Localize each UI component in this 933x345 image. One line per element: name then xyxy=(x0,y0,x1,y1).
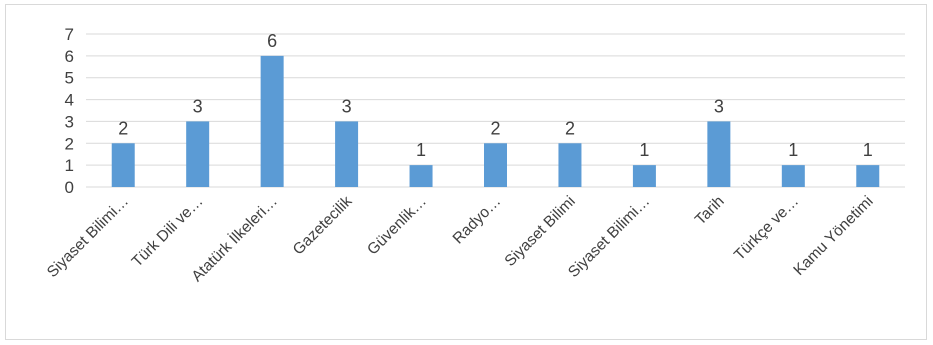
y-axis-ticks: 0 1 2 3 4 5 6 7 xyxy=(65,25,74,197)
y-tick-label: 7 xyxy=(65,25,74,44)
data-label: 2 xyxy=(565,118,575,138)
bar xyxy=(335,121,359,187)
x-tick-label: Kamu Yönetimi xyxy=(790,193,876,279)
bar xyxy=(484,143,507,187)
data-labels: 2 3 6 3 1 2 2 1 3 1 1 xyxy=(118,31,873,160)
data-label: 3 xyxy=(193,96,203,116)
bar xyxy=(781,165,805,187)
x-tick-label: Siyaset Bilimi… xyxy=(44,193,132,281)
bar xyxy=(260,55,284,187)
y-tick-label: 3 xyxy=(65,112,74,131)
data-label: 1 xyxy=(639,140,649,160)
data-label: 6 xyxy=(267,31,277,51)
x-tick-label: Siyaset Bilimi xyxy=(502,193,579,270)
x-tick-label: Gazetecilik xyxy=(290,193,356,259)
y-tick-label: 4 xyxy=(65,91,74,110)
bar xyxy=(856,165,880,187)
x-tick-label: Güvenlik… xyxy=(364,193,430,259)
data-label: 1 xyxy=(788,140,798,160)
bar xyxy=(186,121,210,187)
data-label: 2 xyxy=(118,118,128,138)
y-tick-label: 6 xyxy=(65,47,74,66)
y-tick-label: 0 xyxy=(65,178,74,197)
x-tick-label: Radyo… xyxy=(450,193,505,248)
bar xyxy=(632,165,656,187)
data-label: 1 xyxy=(416,140,426,160)
bar xyxy=(111,143,135,187)
y-tick-label: 2 xyxy=(65,134,74,153)
bar xyxy=(558,143,582,187)
x-tick-label: Türk Dili ve… xyxy=(129,193,207,271)
chart-frame xyxy=(5,4,927,340)
data-label: 3 xyxy=(714,96,724,116)
gridlines xyxy=(86,33,905,188)
bar xyxy=(409,165,433,187)
bar xyxy=(707,121,731,187)
x-tick-label: Siyaset Bilimi… xyxy=(565,193,653,281)
data-label: 2 xyxy=(490,118,500,138)
data-label: 3 xyxy=(342,96,352,116)
x-tick-label: Tarih xyxy=(692,193,728,229)
x-tick-label: Türkçe ve… xyxy=(731,193,802,264)
bars xyxy=(111,55,880,187)
y-tick-label: 1 xyxy=(65,156,74,175)
x-axis-labels: Siyaset Bilimi…Türk Dili ve…Atatürk İlke… xyxy=(44,192,877,285)
data-label: 1 xyxy=(863,140,873,160)
y-tick-label: 5 xyxy=(65,69,74,88)
